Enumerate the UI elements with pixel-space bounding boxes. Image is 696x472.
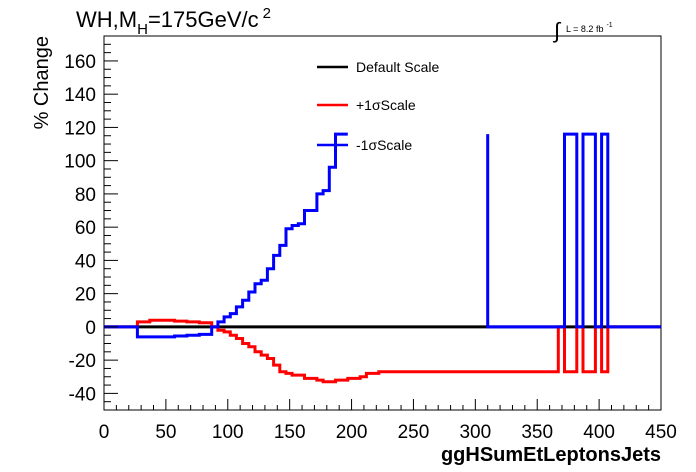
y-tick-label: 140 [64, 85, 96, 106]
chart-title: WH,MH=175GeV/c 2 [76, 5, 271, 38]
y-axis-label: % Change [31, 36, 53, 129]
x-tick-label: 50 [155, 422, 176, 443]
x-tick-label: 450 [645, 422, 677, 443]
x-tick-label: 200 [336, 422, 368, 443]
x-axis-label: ggHSumEtLeptonsJets [441, 444, 661, 466]
x-tick-label: 300 [459, 422, 491, 443]
series-minus1sigma [104, 132, 661, 339]
y-tick-label: -20 [69, 351, 96, 372]
y-tick-label: 0 [85, 318, 96, 339]
x-tick-label: 250 [398, 422, 430, 443]
y-tick-label: 160 [64, 52, 96, 73]
x-tick-label: 0 [99, 422, 110, 443]
y-tick-label: 60 [75, 218, 96, 239]
y-tick-label: 80 [75, 185, 96, 206]
legend-label-default: Default Scale [356, 59, 439, 75]
x-tick-label: 350 [521, 422, 553, 443]
legend-label-plus1sigma: +1σScale [356, 97, 416, 113]
plot-frame [103, 35, 662, 411]
legend: Default Scale +1σScale -1σScale [317, 59, 439, 153]
legend-label-minus1sigma: -1σScale [356, 137, 412, 153]
y-tick-label: 40 [75, 251, 96, 272]
y-tick-label: 120 [64, 118, 96, 139]
y-tick-label: -40 [69, 384, 96, 405]
x-tick-label: 400 [583, 422, 615, 443]
y-tick-label: 20 [75, 285, 96, 306]
lumi-label: L = 8.2 fb -1 [566, 22, 613, 34]
y-tick-label: 100 [64, 152, 96, 173]
lumi-integral-symbol: ∫ [552, 18, 562, 43]
x-tick-label: 150 [274, 422, 306, 443]
x-tick-label: 100 [212, 422, 244, 443]
